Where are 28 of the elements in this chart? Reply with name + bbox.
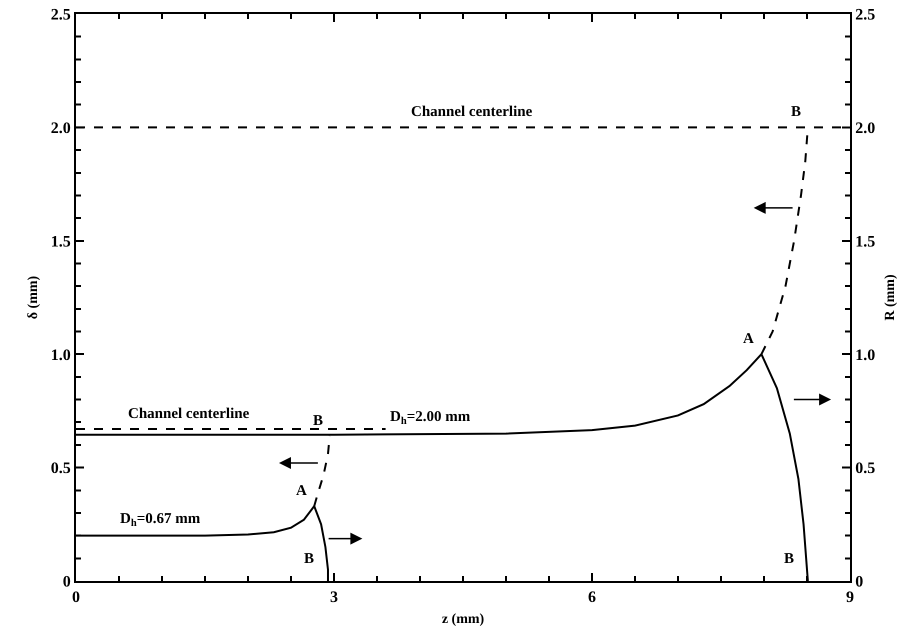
annotation: B	[791, 104, 802, 120]
y-tick-label: 1.5	[50, 233, 71, 250]
annotation: D$_{h}$=0.67 mm	[120, 511, 201, 530]
y2-tick-label: 2.0	[855, 120, 876, 137]
y-tick-label: 0.5	[50, 460, 71, 478]
y-axis-title: δ (mm)	[26, 275, 41, 320]
annotation: Channel centerline	[411, 104, 533, 120]
y2-tick-label: 2.5	[855, 6, 876, 24]
annotation: B	[304, 551, 314, 567]
annotation: D$_{h}$=2.00 mm	[390, 409, 471, 428]
annotation: Channel centerline	[128, 406, 250, 422]
y2-tick-label: 1.5	[855, 233, 876, 250]
y2-axis-title: R (mm)	[883, 274, 898, 321]
y-tick-label: 1.0	[50, 346, 71, 364]
y2-tick-label: 0.5	[855, 460, 876, 478]
y2-tick-label: 0	[855, 574, 864, 591]
y-tick-label: 2.5	[50, 6, 71, 24]
annotation: A	[296, 483, 307, 499]
annotation: B	[784, 551, 794, 567]
x-axis-title: z (mm)	[442, 612, 485, 627]
annotation: A	[743, 331, 754, 347]
y-tick-label: 2.0	[50, 120, 71, 137]
x-tick-label: 3	[330, 589, 338, 606]
y2-tick-label: 1.0	[855, 346, 876, 364]
annotation: B	[313, 413, 324, 429]
x-tick-label: 6	[588, 589, 596, 606]
y-tick-label: 0	[62, 574, 71, 591]
x-tick-label: 9	[846, 589, 854, 606]
